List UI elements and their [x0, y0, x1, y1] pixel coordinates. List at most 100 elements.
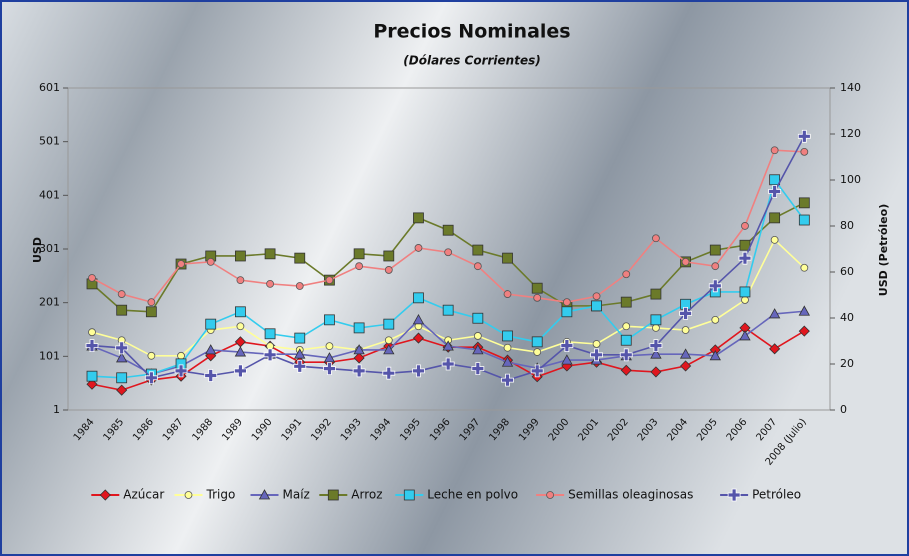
marker — [324, 314, 335, 326]
marker — [531, 282, 543, 294]
marker — [177, 260, 185, 268]
marker — [711, 262, 720, 271]
marker — [414, 244, 423, 252]
marker — [592, 292, 601, 301]
marker — [88, 328, 96, 337]
marker — [530, 364, 544, 378]
marker — [384, 336, 393, 345]
marker — [205, 318, 217, 330]
marker — [412, 332, 425, 344]
marker — [413, 212, 424, 224]
marker — [293, 359, 307, 373]
marker — [353, 352, 365, 364]
marker — [444, 248, 453, 257]
marker — [263, 348, 277, 362]
marker — [353, 248, 365, 260]
marker — [471, 362, 485, 375]
marker — [234, 346, 247, 357]
y-tick-label: 101 — [39, 349, 60, 362]
marker — [679, 307, 692, 320]
marker — [383, 318, 395, 330]
marker — [352, 364, 366, 378]
marker — [234, 250, 246, 262]
chart-title: Precios Nominales — [373, 21, 570, 43]
marker — [144, 371, 158, 385]
marker — [382, 366, 396, 380]
marker — [592, 340, 601, 348]
marker — [442, 224, 454, 236]
marker — [708, 279, 722, 293]
marker — [99, 489, 111, 501]
marker — [711, 315, 720, 324]
marker — [709, 244, 721, 256]
marker — [147, 351, 156, 360]
marker — [709, 349, 721, 361]
legend-item: Arroz — [319, 488, 383, 502]
marker — [741, 222, 749, 230]
marker — [560, 339, 574, 352]
marker — [650, 348, 662, 359]
marker — [116, 304, 128, 316]
marker — [622, 322, 631, 331]
marker — [681, 326, 690, 334]
marker — [234, 306, 246, 318]
marker — [147, 298, 156, 307]
y-tick-label: 201 — [39, 296, 60, 309]
marker — [620, 334, 632, 346]
marker — [117, 290, 126, 298]
marker — [798, 325, 810, 337]
marker — [294, 348, 306, 359]
legend-label: Petróleo — [752, 488, 801, 502]
marker — [502, 330, 513, 342]
marker — [797, 129, 811, 143]
marker — [681, 257, 690, 266]
marker — [503, 290, 512, 298]
y2-tick-label: 20 — [840, 357, 854, 370]
marker — [403, 489, 415, 501]
marker — [741, 296, 749, 304]
marker — [355, 262, 364, 271]
marker — [412, 314, 425, 325]
marker — [327, 489, 339, 501]
marker — [234, 364, 247, 378]
y-tick-label: 501 — [39, 135, 60, 148]
marker — [206, 257, 215, 266]
marker — [650, 366, 662, 378]
marker — [442, 340, 454, 351]
marker — [739, 286, 751, 298]
marker — [383, 250, 395, 262]
marker — [236, 322, 245, 331]
marker — [266, 279, 274, 288]
marker — [798, 214, 810, 226]
y2-axis-label: USD (Petróleo) — [877, 204, 890, 296]
marker — [264, 328, 276, 340]
marker — [264, 248, 276, 260]
marker — [768, 185, 782, 198]
marker — [442, 304, 454, 316]
marker — [177, 351, 185, 360]
y2-tick-label: 140 — [840, 81, 861, 94]
marker — [383, 344, 395, 355]
marker — [115, 341, 129, 355]
y-tick-label: 301 — [39, 242, 60, 255]
marker — [620, 296, 632, 308]
marker — [502, 252, 513, 264]
legend-label: Trigo — [206, 488, 236, 502]
marker — [561, 354, 573, 365]
marker — [294, 252, 306, 264]
marker — [798, 197, 810, 209]
marker — [533, 348, 542, 356]
y2-tick-label: 80 — [840, 219, 854, 232]
marker — [562, 298, 571, 307]
y2-tick-label: 120 — [840, 127, 861, 140]
marker — [622, 270, 631, 279]
marker — [769, 212, 781, 224]
marker — [501, 356, 514, 367]
marker — [652, 234, 660, 243]
marker — [561, 306, 573, 318]
marker — [412, 364, 425, 378]
legend-label: Maíz — [283, 488, 310, 502]
marker — [116, 384, 128, 396]
marker — [353, 344, 365, 355]
